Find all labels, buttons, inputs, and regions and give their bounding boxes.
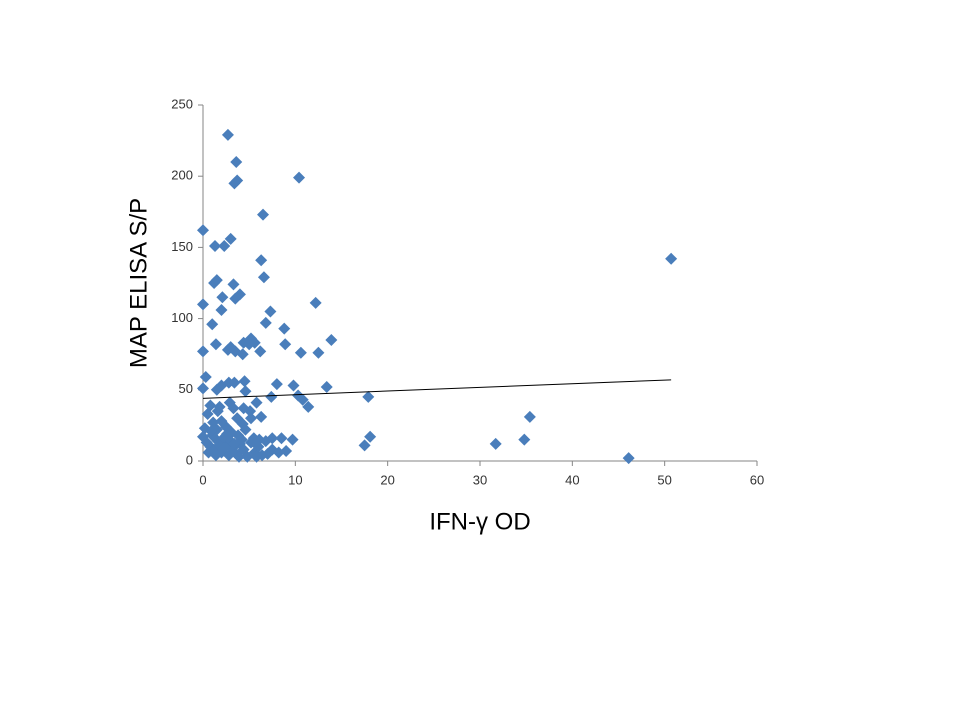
point	[362, 390, 375, 403]
point	[231, 412, 244, 425]
point	[215, 304, 228, 317]
point	[280, 445, 293, 458]
point	[218, 239, 231, 252]
point	[278, 322, 291, 335]
point	[302, 400, 315, 413]
y-tick-label: 100	[171, 310, 193, 325]
point	[205, 425, 218, 438]
x-tick-label: 10	[288, 472, 302, 487]
x-axis-title: IFN-γ OD	[429, 508, 530, 535]
point	[622, 452, 635, 465]
point	[216, 291, 229, 304]
x-tick-label: 30	[473, 472, 487, 487]
point	[199, 370, 212, 383]
point	[235, 433, 248, 446]
point	[201, 408, 214, 421]
point	[523, 410, 536, 423]
point	[228, 376, 241, 389]
point	[210, 274, 223, 287]
point	[197, 382, 209, 395]
point	[238, 375, 251, 388]
point	[270, 378, 283, 391]
point	[209, 239, 222, 252]
trendline	[202, 379, 672, 399]
point	[197, 345, 209, 358]
y-tick-label: 250	[171, 96, 193, 111]
point	[325, 333, 338, 346]
point	[320, 380, 333, 393]
point	[210, 383, 223, 396]
point	[239, 385, 252, 398]
point	[221, 427, 234, 440]
point	[221, 128, 234, 141]
point	[197, 224, 209, 237]
point	[209, 338, 222, 351]
point	[275, 432, 288, 445]
point	[259, 316, 272, 329]
point	[243, 338, 256, 351]
point	[231, 174, 244, 187]
point	[287, 379, 300, 392]
point	[206, 318, 219, 331]
point	[294, 346, 307, 359]
point	[250, 396, 263, 409]
point	[665, 252, 678, 265]
point	[233, 450, 246, 463]
point	[489, 437, 502, 450]
point	[211, 405, 224, 418]
point	[230, 155, 243, 168]
point	[254, 345, 267, 358]
point	[265, 390, 278, 403]
point	[227, 278, 240, 291]
x-tick-label: 50	[657, 472, 671, 487]
point	[255, 410, 268, 423]
point	[257, 271, 270, 284]
y-tick-label: 200	[171, 168, 193, 183]
point	[312, 346, 325, 359]
point	[236, 348, 249, 361]
point	[250, 450, 263, 463]
point	[257, 208, 270, 221]
point	[364, 430, 377, 443]
point	[245, 412, 258, 425]
point	[255, 254, 268, 267]
point	[244, 405, 257, 418]
x-tick-label: 0	[199, 472, 206, 487]
point	[227, 402, 240, 415]
point	[218, 442, 231, 455]
point	[309, 296, 322, 309]
point	[239, 423, 252, 436]
y-tick-label: 0	[186, 452, 193, 467]
point	[279, 338, 292, 351]
point	[518, 433, 531, 446]
point	[215, 415, 228, 428]
point	[197, 298, 209, 311]
y-axis-title: MAP ELISA S/P	[125, 198, 152, 368]
y-tick-label: 150	[171, 239, 193, 254]
point	[252, 440, 265, 453]
point	[358, 439, 371, 452]
x-tick-label: 20	[380, 472, 394, 487]
y-tick-label: 50	[179, 381, 193, 396]
point	[264, 305, 277, 318]
x-tick-label: 40	[565, 472, 579, 487]
point	[229, 292, 242, 305]
point	[224, 232, 237, 245]
point	[286, 433, 299, 446]
point	[293, 171, 306, 184]
x-tick-label: 60	[750, 472, 764, 487]
point	[209, 449, 222, 462]
point	[259, 435, 272, 448]
point	[296, 393, 309, 406]
